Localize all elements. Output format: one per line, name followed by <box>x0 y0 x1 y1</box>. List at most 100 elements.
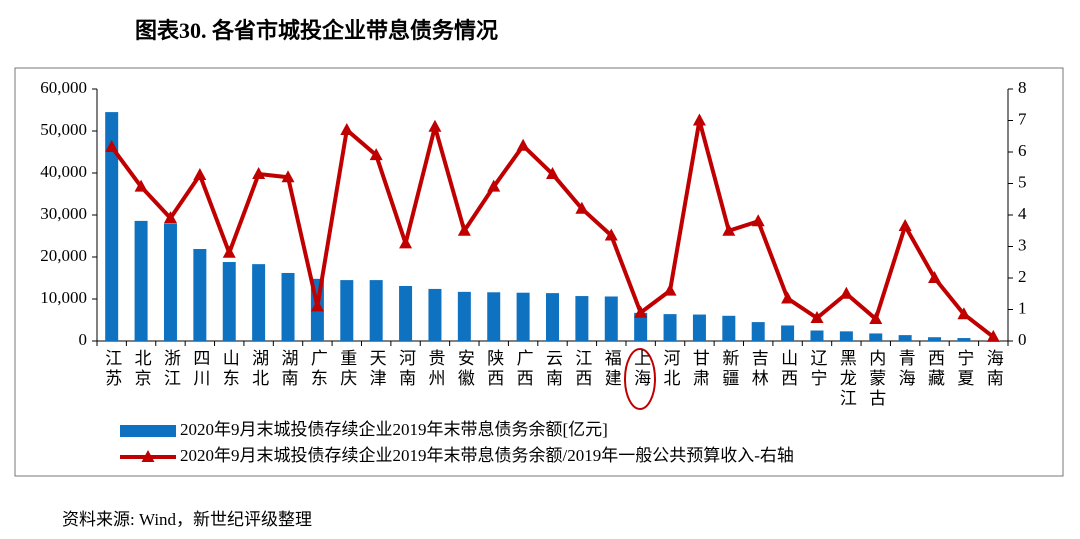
bar <box>222 262 236 341</box>
line-marker <box>634 305 648 318</box>
line-marker <box>163 211 177 224</box>
bar <box>634 312 648 341</box>
x-tick-label: 江苏 <box>102 349 122 389</box>
x-tick-label: 浙江 <box>161 349 181 389</box>
line-marker <box>369 148 383 161</box>
x-tick-label: 广东 <box>308 349 328 389</box>
x-tick-label: 辽宁 <box>807 349 827 389</box>
bar <box>252 264 266 341</box>
bar <box>163 223 177 341</box>
x-tick-label: 安徽 <box>455 349 475 389</box>
y2-tick-label: 8 <box>1018 78 1027 97</box>
legend-label: 2020年9月末城投债存续企业2019年末带息债务余额[亿元] <box>180 420 608 439</box>
line-marker <box>751 214 765 227</box>
line-marker <box>281 170 295 183</box>
x-tick-label: 山东 <box>220 349 239 389</box>
line-marker <box>310 299 324 312</box>
line-marker <box>663 283 677 296</box>
line-marker <box>604 228 618 241</box>
x-tick-label: 甘肃 <box>690 349 710 389</box>
bar <box>399 285 413 341</box>
y2-tick-label: 2 <box>1018 267 1027 286</box>
line-marker <box>105 139 119 152</box>
bar <box>546 293 559 341</box>
x-tick-label: 天津 <box>367 349 387 389</box>
bar <box>457 291 471 341</box>
x-tick-label: 新疆 <box>719 349 739 389</box>
bar <box>957 338 971 341</box>
x-tick-label: 重庆 <box>337 349 357 389</box>
bar <box>722 315 736 341</box>
y2-tick-label: 4 <box>1018 204 1027 223</box>
legend-marker <box>141 450 155 462</box>
line-marker <box>692 113 706 126</box>
line-marker <box>193 167 207 180</box>
x-tick-label: 陕西 <box>484 349 503 389</box>
bar <box>134 220 148 341</box>
bar <box>781 325 795 341</box>
line-marker <box>457 223 471 236</box>
line-marker <box>516 138 530 151</box>
y2-tick-label: 7 <box>1018 109 1027 128</box>
bar <box>340 280 354 341</box>
y-tick-label: 30,000 <box>40 204 87 223</box>
line-marker <box>575 201 589 214</box>
bar <box>663 314 677 341</box>
bar <box>428 288 442 341</box>
bar <box>516 292 530 341</box>
line-marker <box>781 291 795 304</box>
x-tick-label: 青海 <box>896 349 916 389</box>
bar <box>575 296 589 341</box>
line-marker <box>839 286 853 299</box>
y2-tick-label: 6 <box>1018 141 1027 160</box>
line-marker <box>399 236 413 249</box>
line-marker <box>898 219 912 232</box>
line-marker <box>928 271 942 283</box>
y-tick-label: 20,000 <box>40 246 87 265</box>
bar <box>281 272 295 341</box>
bar <box>928 337 942 341</box>
line-marker <box>134 179 148 192</box>
bar <box>692 314 706 341</box>
chart-frame <box>14 67 1064 477</box>
x-tick-label: 山西 <box>778 349 797 389</box>
y2-tick-label: 5 <box>1018 172 1027 191</box>
x-tick-label: 河南 <box>396 349 416 389</box>
y2-tick-label: 0 <box>1018 330 1027 349</box>
y-tick-label: 60,000 <box>40 78 87 97</box>
legend-label: 2020年9月末城投债存续企业2019年末带息债务余额/2019年一般公共预算收… <box>180 446 794 465</box>
x-tick-label: 广西 <box>514 349 534 389</box>
line-marker <box>722 223 736 236</box>
x-tick-label: 海南 <box>984 349 1004 389</box>
highlight-circle <box>624 348 656 410</box>
x-tick-label: 北京 <box>132 349 152 389</box>
bar <box>193 249 207 341</box>
bar <box>487 292 501 341</box>
legend-swatch <box>120 425 176 437</box>
y2-tick-label: 3 <box>1018 235 1027 254</box>
line-marker <box>428 119 442 132</box>
bar <box>839 331 853 341</box>
x-tick-label: 湖南 <box>279 349 299 389</box>
x-tick-label: 内蒙古 <box>866 349 886 409</box>
x-tick-label: 河北 <box>661 349 681 389</box>
bar <box>810 330 824 341</box>
x-tick-label: 福建 <box>602 349 622 389</box>
line-marker <box>252 167 266 180</box>
chart-title: 图表30. 各省市城投企业带息债务情况 <box>135 18 498 43</box>
y-tick-label: 40,000 <box>40 162 87 181</box>
bar <box>604 296 618 341</box>
bar <box>105 112 119 341</box>
bar <box>898 335 912 341</box>
bar <box>751 322 765 341</box>
line-marker <box>487 179 501 192</box>
x-tick-label: 黑龙江 <box>837 349 857 409</box>
bar <box>369 280 383 341</box>
y-tick-label: 50,000 <box>40 120 87 139</box>
x-tick-label: 上海 <box>631 349 651 389</box>
x-tick-label: 湖北 <box>249 349 269 389</box>
line-marker <box>986 329 1000 342</box>
y-tick-label: 10,000 <box>40 288 87 307</box>
x-tick-label: 江西 <box>572 349 592 389</box>
